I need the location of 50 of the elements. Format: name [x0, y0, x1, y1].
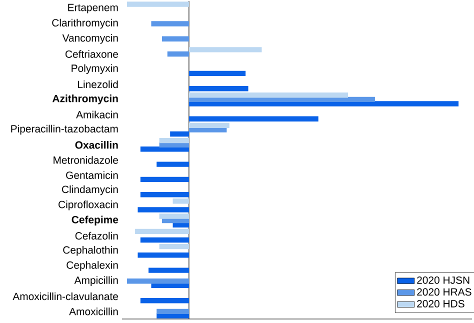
- y-tick-label: Polymyxin: [72, 64, 118, 74]
- y-tick-label: Amikacin: [76, 110, 118, 118]
- bar: [188, 116, 318, 122]
- bar: [138, 252, 189, 258]
- y-tick-label: Cephalothin: [63, 246, 118, 256]
- bar: [188, 122, 230, 128]
- bar: [188, 86, 248, 92]
- bar: [140, 176, 189, 182]
- y-tick-label: Clarithromycin: [52, 18, 118, 29]
- bar: [167, 51, 189, 57]
- bar: [140, 298, 189, 304]
- bar: [126, 278, 189, 284]
- bar: [140, 192, 189, 198]
- y-tick-label: Ciprofloxacin: [58, 200, 118, 210]
- y-tick-label: Ertapenem: [68, 4, 118, 14]
- bar: [159, 214, 189, 219]
- y-tick-label: Amoxicillin-clavulanate: [12, 292, 118, 300]
- y-tick-label: Ceftriaxone: [66, 50, 118, 58]
- bar: [126, 2, 189, 7]
- bar: [159, 244, 189, 250]
- legend-label: 2020 HJSN: [417, 276, 470, 284]
- y-tick-label: Clindamycin: [62, 185, 118, 196]
- bar: [135, 228, 189, 234]
- bar: [140, 237, 189, 243]
- y-tick-label: Gentamicin: [66, 171, 118, 179]
- bar: [151, 21, 189, 26]
- bar: [172, 198, 189, 204]
- y-tick-label: Ampicillin: [74, 276, 118, 286]
- bar: [159, 138, 189, 144]
- bar: [188, 47, 262, 52]
- y-tick-label: Cefazolin: [75, 232, 118, 240]
- y-tick-label: Cephalexin: [66, 261, 118, 271]
- bar: [148, 268, 189, 273]
- bar: [156, 308, 189, 314]
- bar: [188, 70, 246, 76]
- y-tick-label: Vancomycin: [62, 34, 118, 44]
- legend-label: 2020 HDS: [417, 300, 464, 308]
- bar: [156, 162, 189, 167]
- y-tick-label: Linezolid: [78, 80, 118, 88]
- y-tick-label: Metronidazole: [54, 156, 118, 164]
- bar: [138, 207, 189, 212]
- y-tick-label: Piperacillin-tazobactam: [11, 124, 118, 135]
- y-tick-label: Oxacillin: [75, 141, 118, 149]
- bar: [170, 131, 189, 137]
- bar: [162, 36, 189, 42]
- bar: [188, 92, 348, 98]
- y-tick-label: Cefepime: [72, 216, 118, 226]
- y-tick-label: Azithromycin: [52, 94, 118, 104]
- legend-label: 2020 HRAS: [417, 288, 472, 296]
- y-tick-label: Amoxicillin: [69, 308, 118, 316]
